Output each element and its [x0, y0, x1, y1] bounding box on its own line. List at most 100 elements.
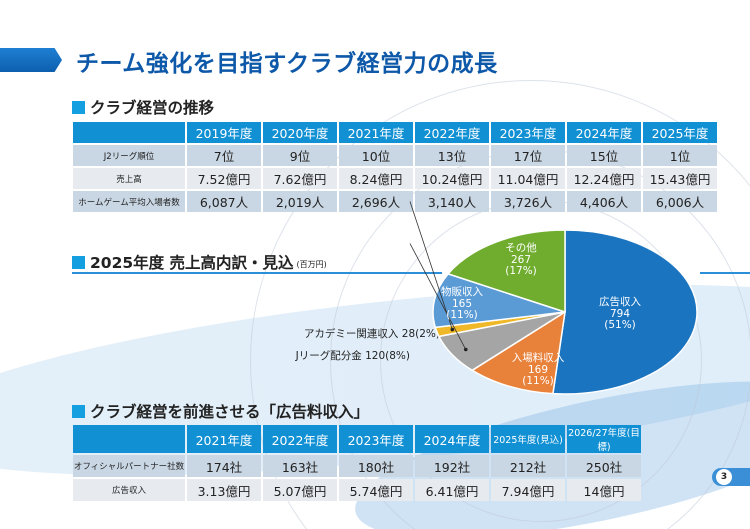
table-cell: 7.94億円	[491, 479, 565, 501]
table-cell: 17位	[491, 145, 565, 166]
year-header: 2021年度	[339, 122, 413, 143]
year-header: 2024年度	[567, 122, 641, 143]
table-cell: 15.43億円	[643, 168, 717, 189]
header-blank	[73, 122, 185, 143]
row-label: オフィシャルパートナー社数	[73, 455, 185, 477]
pie-label-other: その他 267 (17%)	[496, 242, 546, 278]
leader-dot	[463, 347, 468, 352]
pie-label-percent: (11%)	[446, 309, 478, 321]
table-cell: 212社	[491, 455, 565, 477]
table-cell: 3,726人	[491, 191, 565, 212]
table-cell: 6,087人	[187, 191, 261, 212]
table-cell: 174社	[187, 455, 261, 477]
row-label: 売上高	[73, 168, 185, 189]
section-heading-revenue-breakdown: 2025年度 売上高内訳・見込 (百万円)	[72, 251, 327, 273]
year-header: 2025年度	[643, 122, 717, 143]
pie-label-value: 267	[510, 253, 532, 266]
revenue-pie-chart: 広告収入 794 (51%) 入場料収入 169 (11%) 物販収入 165 …	[409, 201, 700, 397]
row-label: 広告収入	[73, 479, 185, 501]
pie-slice-5	[446, 229, 566, 314]
section-divider	[700, 272, 750, 274]
table-row: 広告収入 3.13億円 5.07億円 5.74億円 6.41億円 7.94億円 …	[73, 479, 641, 501]
pie-label-ad: 広告収入 794 (51%)	[580, 296, 660, 332]
year-header: 2026/27年度(目標)	[567, 425, 641, 453]
table-cell: 6,006人	[643, 191, 717, 212]
club-management-table: 2019年度 2020年度 2021年度 2022年度 2023年度 2024年…	[71, 120, 719, 214]
table-cell: 1位	[643, 145, 717, 166]
square-bullet-icon	[72, 255, 85, 269]
table-cell: 5.74億円	[339, 479, 413, 501]
year-header: 2023年度	[491, 122, 565, 143]
year-header: 2020年度	[263, 122, 337, 143]
table-cell: 6.41億円	[415, 479, 489, 501]
table-header-row: 2019年度 2020年度 2021年度 2022年度 2023年度 2024年…	[73, 122, 717, 143]
table-cell: 7位	[187, 145, 261, 166]
pie-slice-4	[432, 273, 566, 329]
table-cell: 8.24億円	[339, 168, 413, 189]
table-header-row: 2021年度 2022年度 2023年度 2024年度 2025年度(見込) 2…	[73, 425, 641, 453]
table-cell: 12.24億円	[567, 168, 641, 189]
leader-dot	[450, 327, 455, 332]
table-cell: 192社	[415, 455, 489, 477]
ad-revenue-table: 2021年度 2022年度 2023年度 2024年度 2025年度(見込) 2…	[71, 423, 643, 503]
pie-label-ticket: 入場料収入 169 (11%)	[508, 352, 568, 388]
table-cell: 7.52億円	[187, 168, 261, 189]
table-cell: 10.24億円	[415, 168, 489, 189]
section-heading-text: 2025年度 売上高内訳・見込	[90, 254, 294, 272]
table-row: ホームゲーム平均入場者数 6,087人 2,019人 2,696人 3,140人…	[73, 191, 717, 212]
pie-label-name: 物販収入	[441, 286, 483, 298]
leader-line	[409, 243, 467, 350]
table-cell: 180社	[339, 455, 413, 477]
leader-line	[409, 201, 453, 330]
pie-label-percent: (51%)	[604, 319, 636, 331]
pie-slice-1	[470, 310, 566, 395]
table-cell: 2,019人	[263, 191, 337, 212]
table-cell: 250社	[567, 455, 641, 477]
table-cell: 10位	[339, 145, 413, 166]
pie-label-name: 入場料収入	[511, 352, 565, 364]
table-row: 売上高 7.52億円 7.62億円 8.24億円 10.24億円 11.04億円…	[73, 168, 717, 189]
table-cell: 11.04億円	[491, 168, 565, 189]
header-blank	[73, 425, 185, 453]
table-row: J2リーグ順位 7位 9位 10位 13位 17位 15位 1位	[73, 145, 717, 166]
year-header: 2022年度	[263, 425, 337, 453]
pie-label-value: 794	[609, 307, 631, 320]
section-divider	[72, 272, 442, 274]
table-cell: 4,406人	[567, 191, 641, 212]
pie-slice-0	[552, 229, 698, 395]
year-header: 2022年度	[415, 122, 489, 143]
table-cell: 163社	[263, 455, 337, 477]
row-label: J2リーグ順位	[73, 145, 185, 166]
table-cell: 15位	[567, 145, 641, 166]
section-heading-club-management: クラブ経営の推移	[72, 96, 214, 118]
table-cell: 5.07億円	[263, 479, 337, 501]
pie-label-name: 広告収入	[599, 296, 641, 308]
pie-label-percent: (17%)	[505, 265, 537, 277]
section-heading-ad-revenue: クラブ経営を前進させる「広告料収入」	[72, 400, 369, 422]
unit-label: (百万円)	[296, 260, 327, 269]
year-header: 2024年度	[415, 425, 489, 453]
year-header: 2025年度(見込)	[491, 425, 565, 453]
year-header: 2023年度	[339, 425, 413, 453]
table-cell: 3.13億円	[187, 479, 261, 501]
square-bullet-icon	[72, 404, 85, 418]
callout-academy: アカデミー関連収入 28(2%)	[303, 328, 440, 340]
callout-jleague: Jリーグ配分金 120(8%)	[295, 350, 410, 362]
page-title: チーム強化を目指すクラブ経営力の成長	[76, 51, 498, 77]
section-heading-text: クラブ経営を前進させる「広告料収入」	[90, 403, 370, 421]
page-number: 3	[716, 469, 732, 485]
table-cell: 2,696人	[339, 191, 413, 212]
pie-label-name: その他	[505, 242, 537, 254]
year-header: 2019年度	[187, 122, 261, 143]
table-cell: 3,140人	[415, 191, 489, 212]
year-header: 2021年度	[187, 425, 261, 453]
square-bullet-icon	[72, 100, 85, 114]
page-number-tab: 3	[712, 468, 750, 486]
title-accent-arrow	[0, 48, 62, 72]
table-row: オフィシャルパートナー社数 174社 163社 180社 192社 212社 2…	[73, 455, 641, 477]
table-cell: 9位	[263, 145, 337, 166]
table-cell: 14億円	[567, 479, 641, 501]
pie-label-goods: 物販収入 165 (11%)	[434, 286, 490, 322]
pie-label-value: 165	[451, 297, 473, 310]
table-cell: 7.62億円	[263, 168, 337, 189]
